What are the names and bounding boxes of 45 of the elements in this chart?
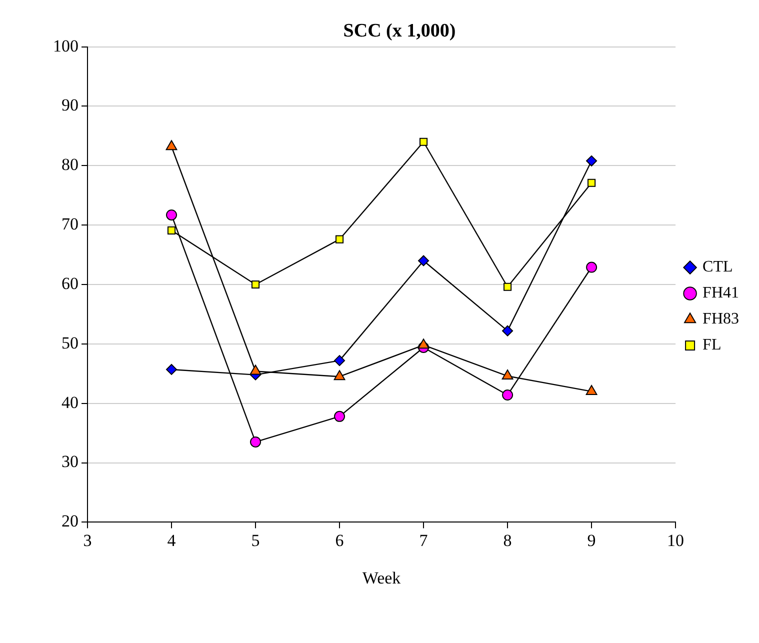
legend-label: FH83: [702, 310, 739, 328]
point: [166, 364, 178, 375]
point: [419, 138, 428, 146]
legend-label: FL: [702, 336, 722, 354]
y-tick-label: 80: [62, 155, 78, 174]
point: [502, 390, 514, 401]
point: [502, 325, 514, 336]
x-tick-label: 8: [503, 530, 512, 550]
point: [586, 262, 598, 273]
x-tick-label: 9: [587, 530, 596, 550]
point: [586, 384, 598, 395]
y-tick-label: 30: [62, 452, 78, 472]
x-tick-label: 6: [335, 530, 344, 550]
legend-label: CTL: [702, 258, 733, 276]
point: [167, 226, 176, 234]
point: [334, 410, 346, 422]
x-axis-title: Week: [362, 568, 402, 588]
point: [334, 370, 346, 380]
point: [251, 280, 260, 289]
point: [166, 140, 178, 150]
legend-label: FH41: [702, 284, 739, 302]
point: [335, 235, 344, 244]
x-tick-label: 7: [419, 530, 428, 550]
point: [588, 178, 596, 187]
chart-title: SCC (x 1,000): [343, 20, 456, 42]
x-tick-label: 4: [167, 530, 176, 550]
point: [250, 436, 262, 448]
point: [502, 370, 514, 380]
y-tick-label: 40: [62, 392, 78, 412]
x-tick-label: 3: [83, 530, 92, 550]
point: [504, 282, 512, 291]
y-tick-label: 90: [62, 96, 78, 115]
point: [166, 209, 178, 220]
y-tick-label: 70: [62, 214, 78, 234]
y-tick-label: 60: [62, 274, 78, 293]
point: [586, 155, 598, 166]
point: [418, 338, 430, 349]
y-tick-label: 50: [62, 333, 78, 352]
x-tick-label: 10: [667, 530, 684, 550]
point: [418, 255, 430, 266]
point: [250, 364, 262, 375]
y-tick-label: 100: [53, 36, 78, 56]
point: [334, 355, 346, 366]
x-tick-label: 5: [251, 530, 260, 550]
y-tick-label: 20: [62, 512, 78, 531]
